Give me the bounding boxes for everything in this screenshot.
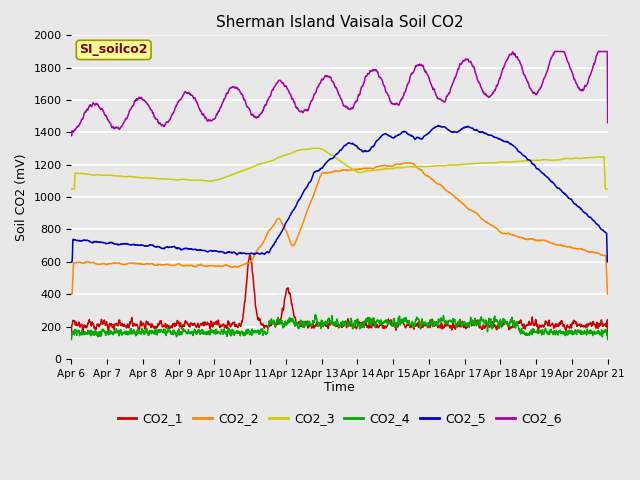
Y-axis label: Soil CO2 (mV): Soil CO2 (mV) xyxy=(15,154,28,241)
Title: Sherman Island Vaisala Soil CO2: Sherman Island Vaisala Soil CO2 xyxy=(216,15,463,30)
X-axis label: Time: Time xyxy=(324,382,355,395)
Text: SI_soilco2: SI_soilco2 xyxy=(79,43,148,57)
Legend: CO2_1, CO2_2, CO2_3, CO2_4, CO2_5, CO2_6: CO2_1, CO2_2, CO2_3, CO2_4, CO2_5, CO2_6 xyxy=(113,407,566,430)
